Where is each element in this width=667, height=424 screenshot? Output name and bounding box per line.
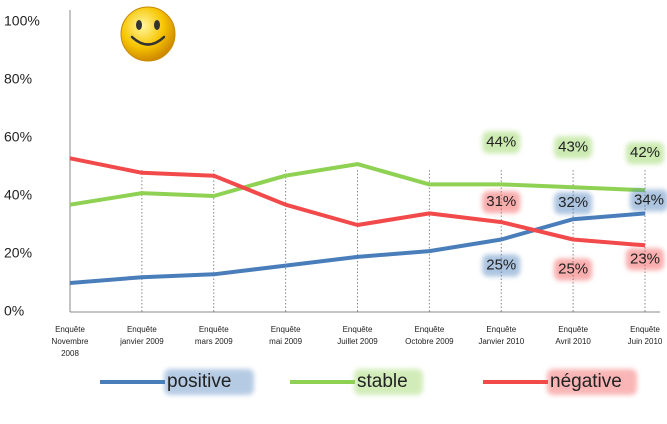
- x-tick-label: Enquête mars 2009: [195, 325, 233, 346]
- x-tick-label: Enquête Juin 2010: [628, 325, 663, 346]
- y-tick-label: 80%: [4, 71, 32, 87]
- legend-label: négative: [550, 371, 622, 392]
- value-label-glow: [554, 136, 593, 159]
- series-line: [69, 211, 646, 285]
- x-tick-label: Enquête Octobre 2009: [405, 325, 454, 346]
- value-label-glow: [482, 191, 521, 214]
- value-label: 23%: [630, 250, 660, 267]
- value-label-glow: [626, 248, 664, 271]
- value-label: 32%: [558, 194, 588, 211]
- y-tick-label: 40%: [4, 187, 32, 203]
- x-tick-label: Enquête mai 2009: [269, 325, 302, 346]
- value-label: 34%: [634, 191, 664, 208]
- value-label: 44%: [486, 133, 516, 150]
- value-label: 25%: [486, 256, 516, 273]
- y-tick-label: 100%: [4, 13, 40, 29]
- value-label-glow: [554, 258, 593, 281]
- value-label: 42%: [630, 144, 660, 161]
- x-tick-label: Enquête janvier 2009: [119, 325, 164, 346]
- x-tick-label: Enquête Novembre 2008: [52, 325, 89, 358]
- x-tick-label: Enquête Juillet 2009: [337, 325, 378, 346]
- legend-glow: [354, 369, 423, 395]
- series-line: [69, 162, 646, 207]
- smiley-icon: [120, 6, 176, 62]
- legend-label: positive: [167, 371, 231, 392]
- series-line: [69, 156, 646, 248]
- x-tick-label: Enquête Avril 2010: [555, 325, 591, 346]
- y-tick-label: 60%: [4, 129, 32, 145]
- value-label: 31%: [486, 193, 516, 210]
- value-label-glow: [482, 131, 521, 154]
- x-tick-label: Enquête Janvier 2010: [478, 325, 524, 346]
- y-tick-label: 0%: [4, 303, 24, 319]
- legend-glow: [547, 369, 637, 395]
- value-label-glow: [482, 254, 521, 277]
- legend-label: stable: [357, 371, 408, 392]
- value-label: 25%: [558, 260, 588, 277]
- y-tick-label: 20%: [4, 245, 32, 261]
- legend-glow: [164, 369, 254, 395]
- value-label-glow: [630, 189, 667, 212]
- value-label: 43%: [558, 138, 588, 155]
- value-label-glow: [626, 142, 664, 165]
- value-label-glow: [554, 192, 593, 215]
